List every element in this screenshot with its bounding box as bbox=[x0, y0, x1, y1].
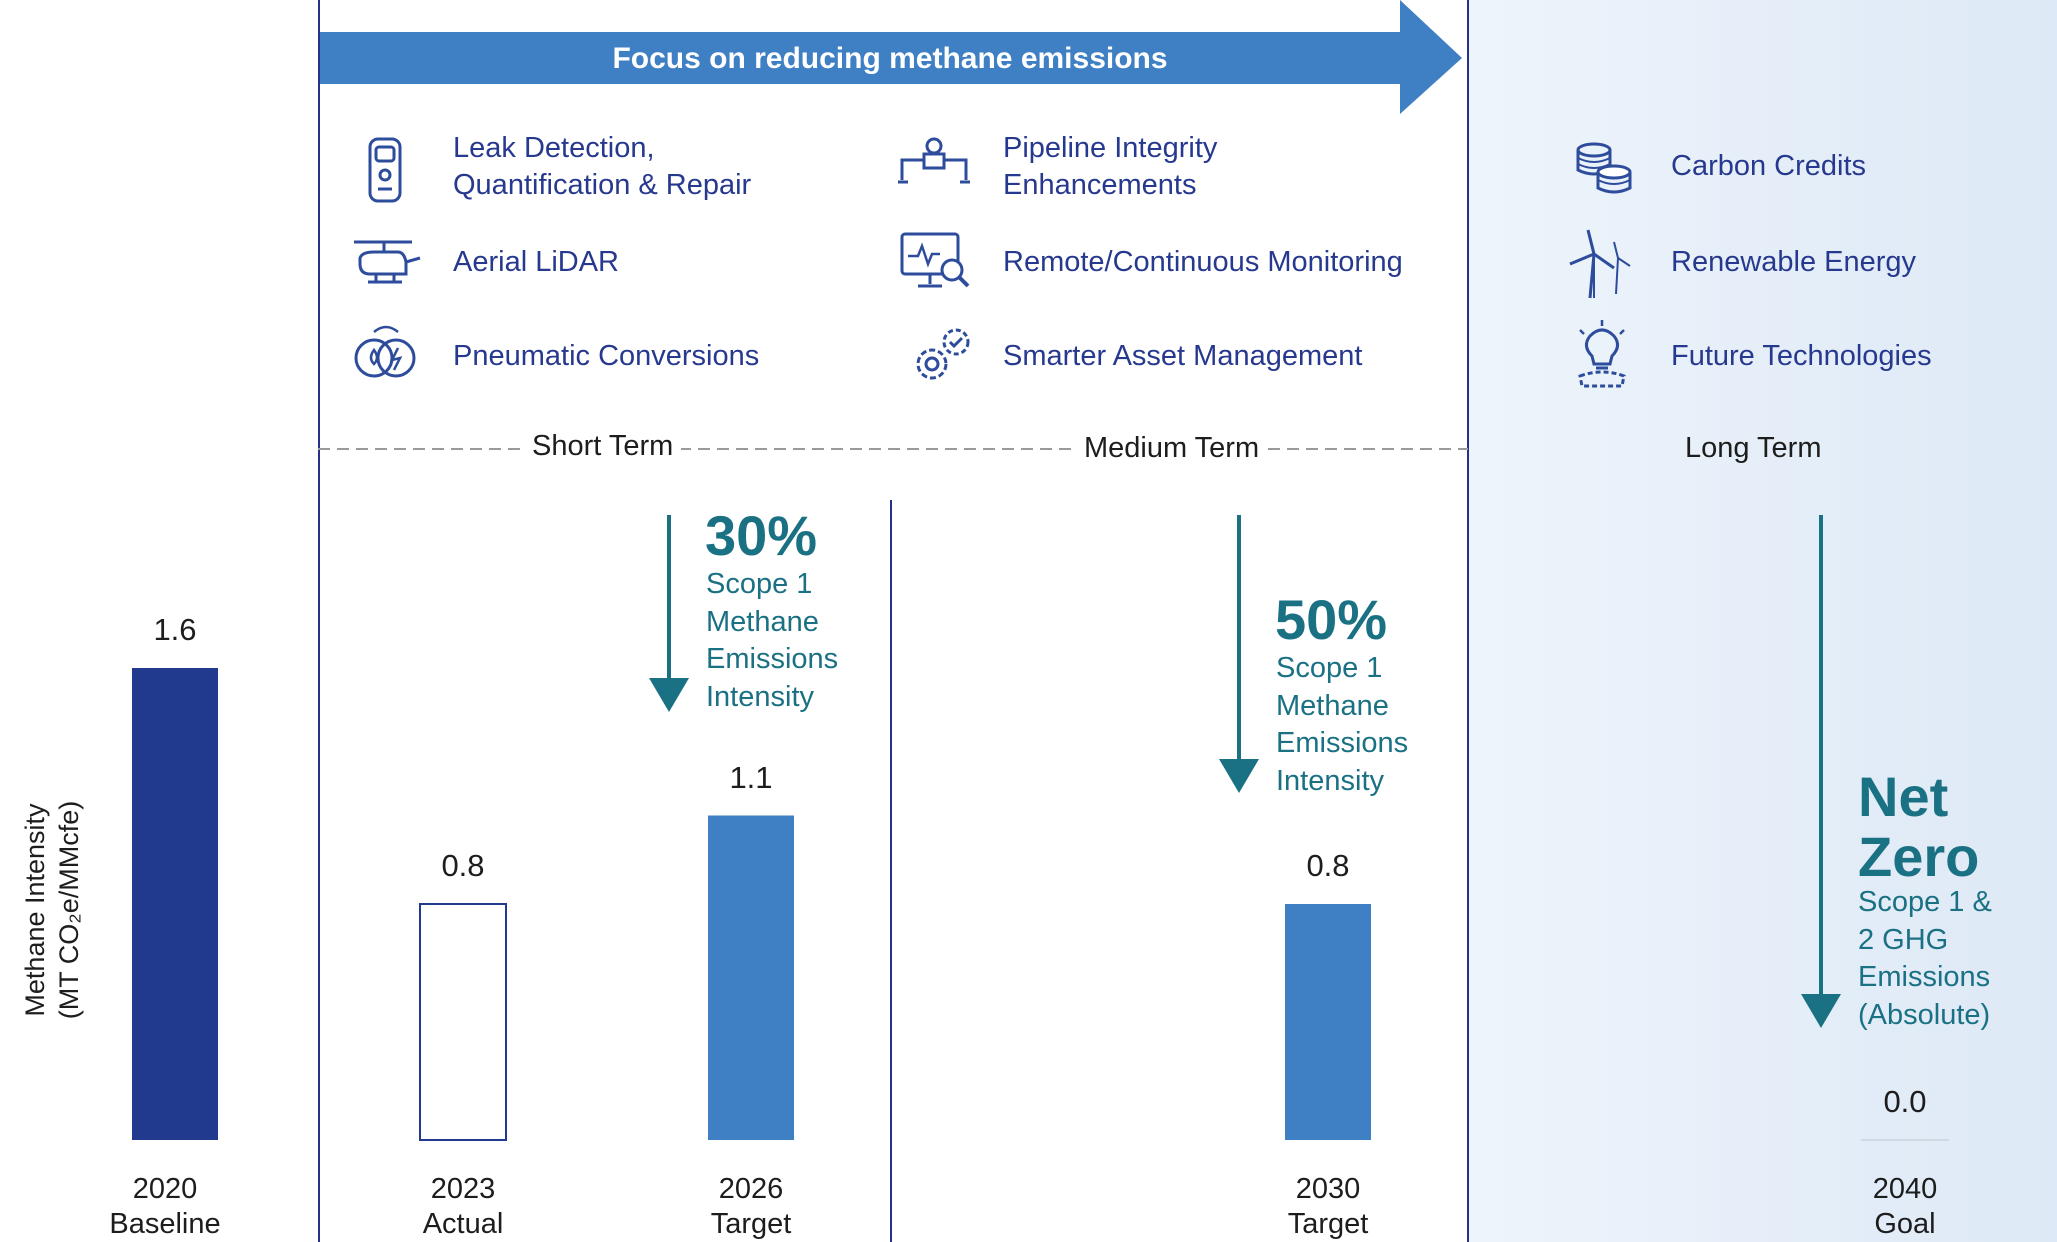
term-label-short: Short Term bbox=[524, 428, 682, 464]
y-axis-label-line2: (MT CO₂e/MMcfe) bbox=[54, 800, 84, 1020]
gears-icon bbox=[916, 328, 970, 380]
arrow-2026 bbox=[649, 515, 689, 712]
arrow-2040 bbox=[1801, 515, 1841, 1028]
divider-long-start bbox=[1467, 0, 1469, 1242]
target-2040-description: Scope 1 & 2 GHG Emissions (Absolute) bbox=[1858, 886, 1992, 1031]
wind-turbine-icon bbox=[1569, 229, 1631, 299]
target-2040-net-zero: Net Zero bbox=[1858, 765, 1980, 888]
pneumatic-conversion-icon bbox=[354, 325, 416, 378]
monitor-magnifier-icon bbox=[900, 232, 970, 288]
term-label-long: Long Term bbox=[1685, 432, 1822, 464]
bar-value-label-3: 0.8 bbox=[1306, 848, 1350, 883]
bar-1 bbox=[419, 903, 507, 1141]
bar-2 bbox=[708, 815, 794, 1140]
target-2030-percent: 50% bbox=[1275, 588, 1388, 651]
target-arrows bbox=[649, 515, 1841, 1028]
initiative-pipeline-integrity: Pipeline Integrity Enhancements bbox=[1003, 132, 1218, 201]
category-label-3: 2030 Target bbox=[1287, 1173, 1369, 1240]
pipeline-valve-icon bbox=[898, 137, 970, 184]
arrow-2030 bbox=[1219, 515, 1259, 793]
bar-0 bbox=[132, 668, 218, 1140]
initiative-asset-management: Smarter Asset Management bbox=[1003, 340, 1363, 372]
category-label-4: 2040 Goal bbox=[1872, 1173, 1938, 1240]
y-axis-label: Methane Intensity (MT CO₂e/MMcfe) bbox=[18, 710, 98, 1110]
initiative-remote-monitoring: Remote/Continuous Monitoring bbox=[1003, 246, 1403, 278]
banner-arrow bbox=[320, 0, 1462, 114]
bar-value-label-2: 1.1 bbox=[729, 759, 773, 795]
initiative-renewable-energy: Renewable Energy bbox=[1671, 246, 1917, 278]
bar-value-label-0: 1.6 bbox=[153, 612, 197, 647]
coin-stack-icon bbox=[1576, 142, 1632, 194]
category-label-2: 2026 Target bbox=[710, 1173, 792, 1240]
banner-label: Focus on reducing methane emissions bbox=[612, 42, 1168, 75]
lightbulb-gear-icon bbox=[1578, 320, 1626, 388]
long-term-background bbox=[1468, 0, 2057, 1242]
initiative-aerial-lidar: Aerial LiDAR bbox=[453, 246, 619, 278]
target-2026-percent: 30% bbox=[705, 504, 818, 567]
handheld-detector-icon bbox=[368, 137, 402, 203]
initiative-pneumatic-conversions: Pneumatic Conversions bbox=[453, 340, 760, 372]
initiative-carbon-credits: Carbon Credits bbox=[1671, 150, 1867, 182]
term-divider-line bbox=[318, 448, 1468, 450]
target-2026-description: Scope 1 Methane Emissions Intensity bbox=[706, 568, 839, 713]
divider-short-start bbox=[318, 0, 320, 1242]
category-label-1: 2023 Actual bbox=[422, 1173, 504, 1240]
bar-value-label-4: 0.0 bbox=[1883, 1084, 1927, 1119]
category-label-0: 2020 Baseline bbox=[109, 1173, 221, 1240]
target-2030-description: Scope 1 Methane Emissions Intensity bbox=[1276, 652, 1409, 797]
term-label-medium: Medium Term bbox=[1076, 430, 1268, 466]
initiative-leak-detection: Leak Detection, Quantification & Repair bbox=[453, 132, 752, 201]
bar-3 bbox=[1285, 904, 1371, 1140]
y-axis-label-line1: Methane Intensity bbox=[20, 803, 50, 1017]
bars-group bbox=[132, 668, 1949, 1141]
divider-medium-start bbox=[890, 500, 892, 1242]
helicopter-icon bbox=[354, 240, 421, 284]
initiative-future-technologies: Future Technologies bbox=[1671, 340, 1932, 372]
bar-value-label-1: 0.8 bbox=[441, 848, 485, 883]
